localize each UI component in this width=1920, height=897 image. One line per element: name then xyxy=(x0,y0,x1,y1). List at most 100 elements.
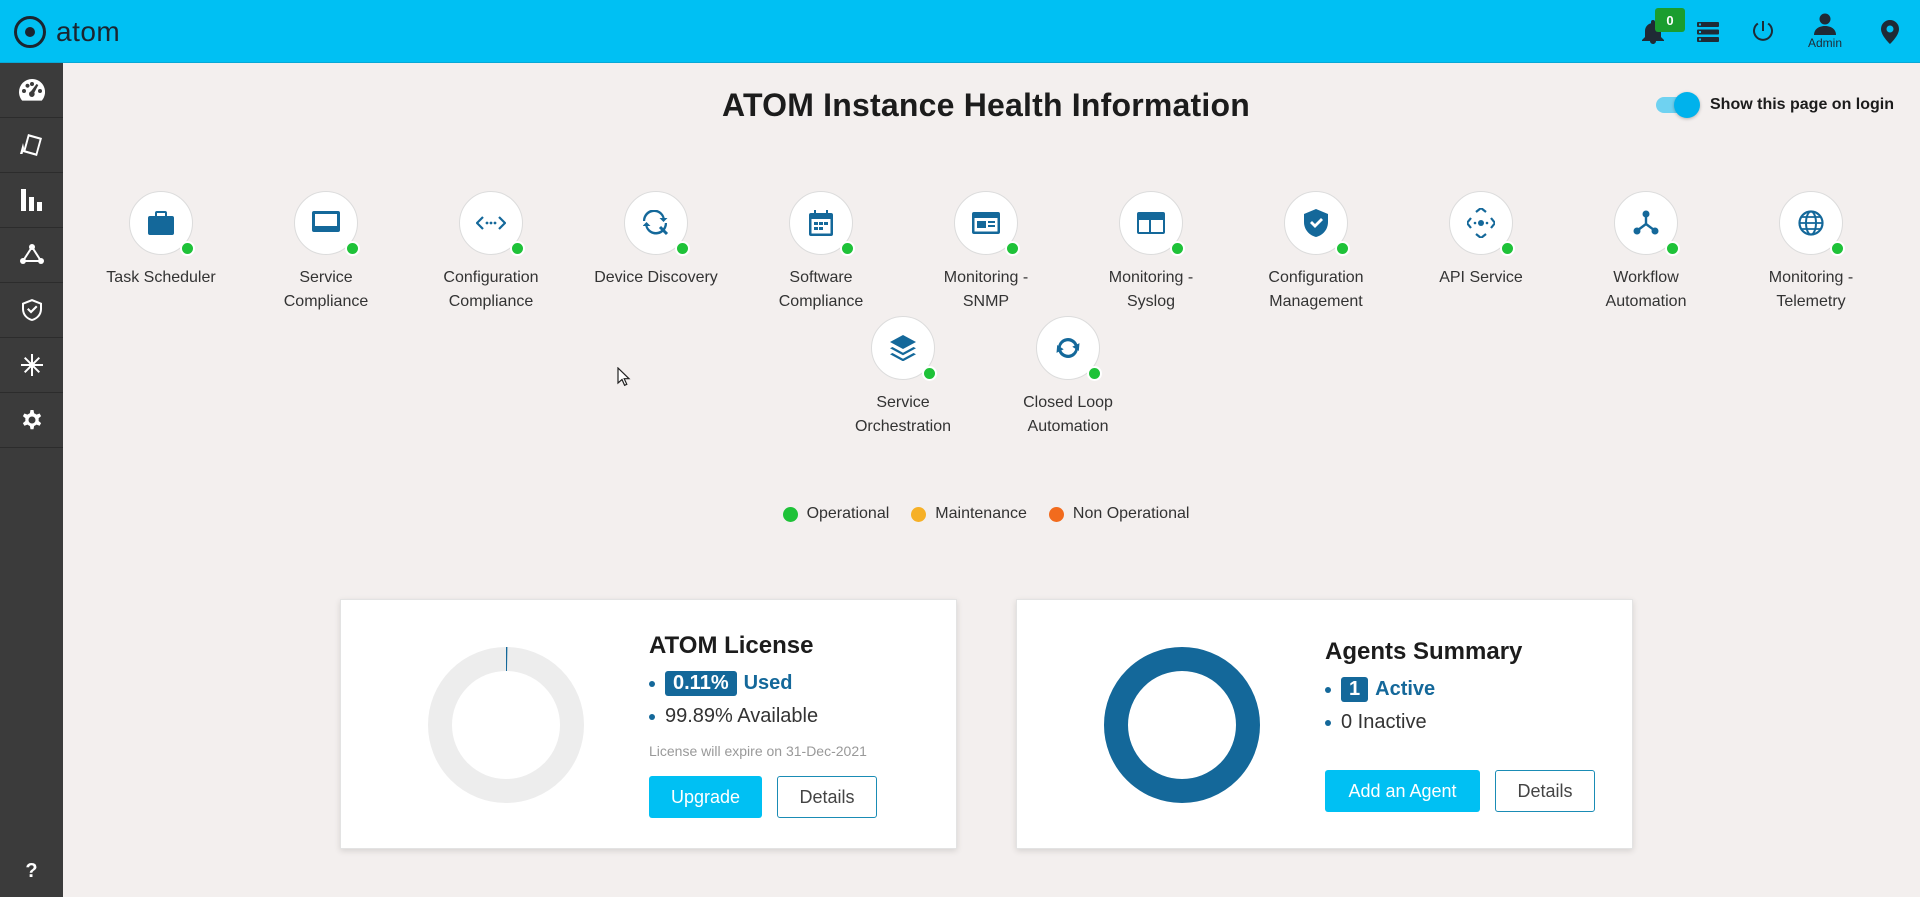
service-monitoring-snmp[interactable]: Monitoring - SNMP xyxy=(906,191,1066,314)
notifications-button[interactable]: 0 xyxy=(1625,0,1685,63)
status-dot-operational xyxy=(675,241,690,256)
sidebar-item-compliance[interactable] xyxy=(0,283,63,338)
service-api-service[interactable]: API Service xyxy=(1401,191,1561,290)
status-dot-operational xyxy=(1335,241,1350,256)
agents-active-arc xyxy=(1104,647,1260,803)
legend-dot xyxy=(782,506,798,522)
license-available-text: 99.89% Available xyxy=(665,705,819,727)
agents-details-button[interactable]: Details xyxy=(1495,770,1595,812)
top-actions: 0 Admin xyxy=(1625,0,1920,63)
service-icon-circle xyxy=(954,191,1020,256)
license-used-label: Used xyxy=(743,672,793,694)
service-name: Configuration Compliance xyxy=(443,269,539,310)
status-dot-operational xyxy=(180,241,195,256)
legend-maintenance: Maintenance xyxy=(911,505,1027,523)
service-icon-circle xyxy=(1449,191,1515,256)
help-button[interactable]: ? xyxy=(25,859,38,882)
license-expiry-note: License will expire on 31-Dec-2021 xyxy=(649,743,867,759)
service-name: Monitoring - SNMP xyxy=(943,269,1029,310)
service-software-compliance[interactable]: Software Compliance xyxy=(741,191,901,314)
sidebar-item-analytics[interactable] xyxy=(0,173,63,228)
sidebar: ? xyxy=(0,63,63,897)
sidebar-item-inventory[interactable] xyxy=(0,118,63,173)
location-button[interactable] xyxy=(1860,0,1920,63)
sidebar-item-automation[interactable] xyxy=(0,338,63,393)
sidebar-item-network[interactable] xyxy=(0,228,63,283)
agents-title: Agents Summary xyxy=(1325,638,1523,665)
server-list-button[interactable] xyxy=(1680,0,1735,63)
license-details-button[interactable]: Details xyxy=(777,776,877,818)
agents-active-label: Active xyxy=(1375,678,1436,700)
workflow-icon xyxy=(1633,210,1659,235)
user-icon xyxy=(1814,13,1836,35)
service-name: Configuration Management xyxy=(1268,269,1364,310)
agents-active-count: 1 xyxy=(1341,677,1369,702)
sidebar-item-settings[interactable] xyxy=(0,393,63,448)
bullet xyxy=(1325,719,1331,726)
dashboard-icon xyxy=(18,79,45,101)
mouse-cursor-icon xyxy=(617,367,631,387)
show-on-login-toggle[interactable] xyxy=(1656,92,1700,118)
analytics-icon xyxy=(20,189,42,211)
agents-inactive-row: 0 Inactive xyxy=(1325,711,1427,734)
upgrade-button[interactable]: Upgrade xyxy=(649,776,762,818)
settings-icon xyxy=(22,410,41,430)
service-monitoring-telemetry[interactable]: Monitoring - Telemetry xyxy=(1731,191,1891,314)
show-on-login-label: Show this page on login xyxy=(1710,96,1894,113)
service-name: Closed Loop Automation xyxy=(1023,394,1113,435)
service-name: Monitoring - Syslog xyxy=(1108,269,1194,310)
service-icon-circle xyxy=(129,191,195,256)
license-usage-donut xyxy=(428,647,584,803)
location-pin-icon xyxy=(1881,19,1899,44)
bullet xyxy=(649,713,655,720)
status-dot-operational xyxy=(1500,241,1515,256)
service-task-scheduler[interactable]: Task Scheduler xyxy=(81,191,241,290)
power-button[interactable] xyxy=(1735,0,1790,63)
show-on-login-setting: Show this page on login xyxy=(1656,92,1894,118)
service-icon-circle xyxy=(1119,191,1185,256)
sidebar-item-dashboard[interactable] xyxy=(0,63,63,118)
service-name: Software Compliance xyxy=(778,269,864,310)
agents-active-row: 1 Active xyxy=(1325,677,1435,702)
brand-name: atom xyxy=(56,16,121,47)
service-configuration-compliance[interactable]: Configuration Compliance xyxy=(411,191,571,314)
status-dot-operational xyxy=(345,241,360,256)
service-icon-circle xyxy=(294,191,360,256)
status-dot-operational xyxy=(1170,241,1185,256)
power-icon xyxy=(1752,20,1773,41)
service-device-discovery[interactable]: Device Discovery xyxy=(576,191,736,290)
service-service-compliance[interactable]: Service Compliance xyxy=(246,191,406,314)
status-dot-operational xyxy=(1005,241,1020,256)
license-card: ATOM License 0.11% Used 99.89% Available… xyxy=(340,599,957,849)
add-agent-button[interactable]: Add an Agent xyxy=(1325,770,1480,812)
status-dot-operational xyxy=(922,366,937,381)
service-name: Workflow Automation xyxy=(1605,269,1687,310)
service-icon-circle xyxy=(1284,191,1350,256)
status-dot-operational xyxy=(1665,241,1680,256)
code-arrows-icon xyxy=(476,216,506,230)
service-icon-circle xyxy=(871,316,937,381)
service-configuration-management[interactable]: Configuration Management xyxy=(1236,191,1396,314)
service-name: Service Compliance xyxy=(283,269,369,310)
compliance-icon xyxy=(21,299,42,321)
service-monitoring-syslog[interactable]: Monitoring - Syslog xyxy=(1071,191,1231,314)
service-closed-loop-automation[interactable]: Closed Loop Automation xyxy=(988,316,1148,439)
service-name: Monitoring - Telemetry xyxy=(1768,269,1854,310)
license-used-pill: 0.11% xyxy=(665,671,737,696)
admin-user-button[interactable]: Admin xyxy=(1790,0,1860,63)
service-icon-circle xyxy=(624,191,690,256)
brand[interactable]: atom xyxy=(14,16,120,48)
agents-card: Agents Summary 1 Active 0 Inactive Add a… xyxy=(1016,599,1633,849)
service-workflow-automation[interactable]: Workflow Automation xyxy=(1566,191,1726,314)
legend-operational: Operational xyxy=(782,505,889,523)
shield-check-icon xyxy=(1304,209,1328,237)
notification-count-badge: 0 xyxy=(1655,8,1685,32)
service-service-orchestration[interactable]: Service Orchestration xyxy=(823,316,983,439)
page-title: ATOM Instance Health Information xyxy=(722,87,1250,123)
inventory-icon xyxy=(19,134,42,156)
monitor-icon xyxy=(312,211,340,232)
license-available-row: 99.89% Available xyxy=(649,705,818,728)
top-bar: atom 0 Admin xyxy=(0,0,1920,63)
service-icon-circle xyxy=(1614,191,1680,256)
service-icon-circle xyxy=(459,191,525,256)
